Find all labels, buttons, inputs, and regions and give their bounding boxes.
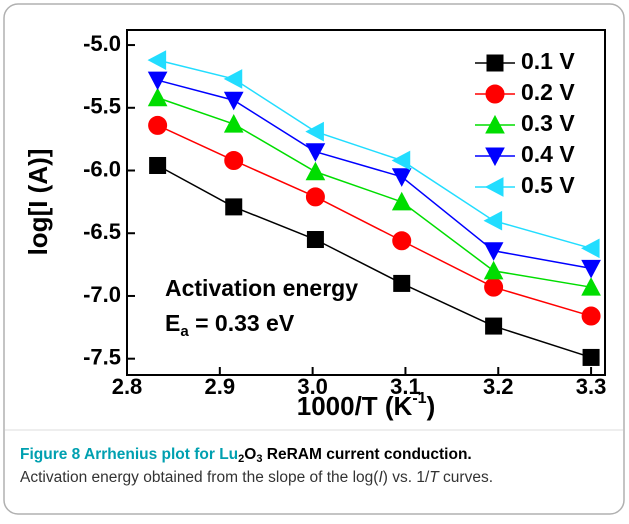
marker bbox=[306, 231, 324, 249]
x-label-sup: -1 bbox=[412, 390, 426, 407]
marker bbox=[149, 156, 167, 174]
marker bbox=[223, 91, 244, 111]
marker bbox=[485, 114, 505, 134]
y-axis-label: log[I (A)] bbox=[23, 149, 53, 256]
marker bbox=[147, 87, 168, 107]
marker bbox=[581, 277, 601, 296]
series-line bbox=[157, 164, 592, 359]
legend-label: 0.1 V bbox=[521, 48, 575, 74]
series-line bbox=[157, 79, 592, 270]
y-tick-label: -7.5 bbox=[83, 345, 121, 370]
marker bbox=[392, 231, 412, 251]
caption-part: Figure 8 Arrhenius plot for Lu bbox=[20, 446, 238, 463]
marker bbox=[485, 147, 505, 167]
marker bbox=[484, 177, 504, 197]
marker bbox=[483, 242, 504, 261]
x-tick-label: 3.3 bbox=[576, 374, 607, 399]
series-line bbox=[157, 97, 592, 288]
caption-sub: 2 bbox=[238, 453, 244, 465]
x-tick-label: 3.2 bbox=[483, 374, 514, 399]
annotation-e: E bbox=[165, 310, 180, 336]
marker bbox=[581, 259, 601, 279]
x-tick-label: 3.0 bbox=[297, 374, 328, 399]
marker bbox=[224, 150, 244, 170]
caption-text: Activation energy obtained from the slop… bbox=[20, 469, 493, 486]
marker bbox=[305, 161, 326, 181]
marker bbox=[483, 260, 504, 280]
x-axis-label: 1000/T (K-1) bbox=[297, 390, 436, 421]
caption-part: I bbox=[378, 469, 383, 486]
x-tick-label: 3.1 bbox=[390, 374, 421, 399]
x-label-text: 1000/T (K bbox=[297, 391, 413, 421]
y-tick-label: -6.0 bbox=[83, 156, 121, 181]
annotation: Activation energy bbox=[165, 275, 358, 301]
marker bbox=[581, 238, 600, 259]
marker bbox=[391, 191, 412, 211]
caption-part: curves. bbox=[439, 469, 493, 486]
legend-label: 0.3 V bbox=[521, 110, 575, 136]
y-tick-label: -5.0 bbox=[83, 31, 121, 56]
marker bbox=[147, 50, 167, 70]
marker bbox=[391, 168, 412, 187]
caption-part: T bbox=[429, 469, 440, 486]
marker bbox=[223, 69, 243, 89]
legend-label: 0.4 V bbox=[521, 141, 575, 167]
caption-part: ReRAM current conduction. bbox=[262, 446, 471, 463]
marker bbox=[582, 348, 600, 366]
series-line bbox=[157, 59, 592, 250]
caption-part: O bbox=[244, 446, 256, 463]
legend-label: 0.5 V bbox=[521, 172, 575, 198]
marker bbox=[484, 277, 504, 297]
x-label-tail: ) bbox=[427, 391, 436, 421]
marker bbox=[483, 210, 503, 231]
marker bbox=[486, 54, 504, 72]
caption-part: ) vs. 1/ bbox=[383, 469, 430, 486]
annotation: Ea = 0.33 eV bbox=[165, 310, 295, 340]
marker bbox=[391, 150, 411, 171]
plot-frame bbox=[126, 29, 606, 376]
marker bbox=[147, 71, 168, 91]
marker bbox=[305, 187, 325, 207]
y-tick-label: -6.5 bbox=[83, 219, 121, 244]
marker bbox=[225, 198, 243, 216]
marker bbox=[581, 306, 601, 326]
x-tick-label: 2.9 bbox=[205, 374, 236, 399]
marker bbox=[305, 143, 326, 162]
annotation-sub: a bbox=[180, 323, 189, 340]
legend-label: 0.2 V bbox=[521, 79, 575, 105]
caption-part: Activation energy obtained from the slop… bbox=[20, 469, 379, 486]
caption-sub: 3 bbox=[256, 453, 262, 465]
marker bbox=[393, 274, 411, 292]
y-tick-label: -5.5 bbox=[83, 94, 121, 119]
x-tick-label: 2.8 bbox=[112, 374, 143, 399]
series-line bbox=[157, 124, 592, 317]
y-tick-label: -7.0 bbox=[83, 282, 121, 307]
marker bbox=[223, 114, 244, 133]
caption-title: Figure 8 Arrhenius plot for Lu2O3 ReRAM … bbox=[20, 446, 472, 465]
marker bbox=[305, 121, 324, 142]
marker bbox=[485, 84, 505, 104]
annotation-value: = 0.33 eV bbox=[189, 310, 295, 336]
marker bbox=[148, 115, 168, 135]
marker bbox=[485, 317, 503, 335]
